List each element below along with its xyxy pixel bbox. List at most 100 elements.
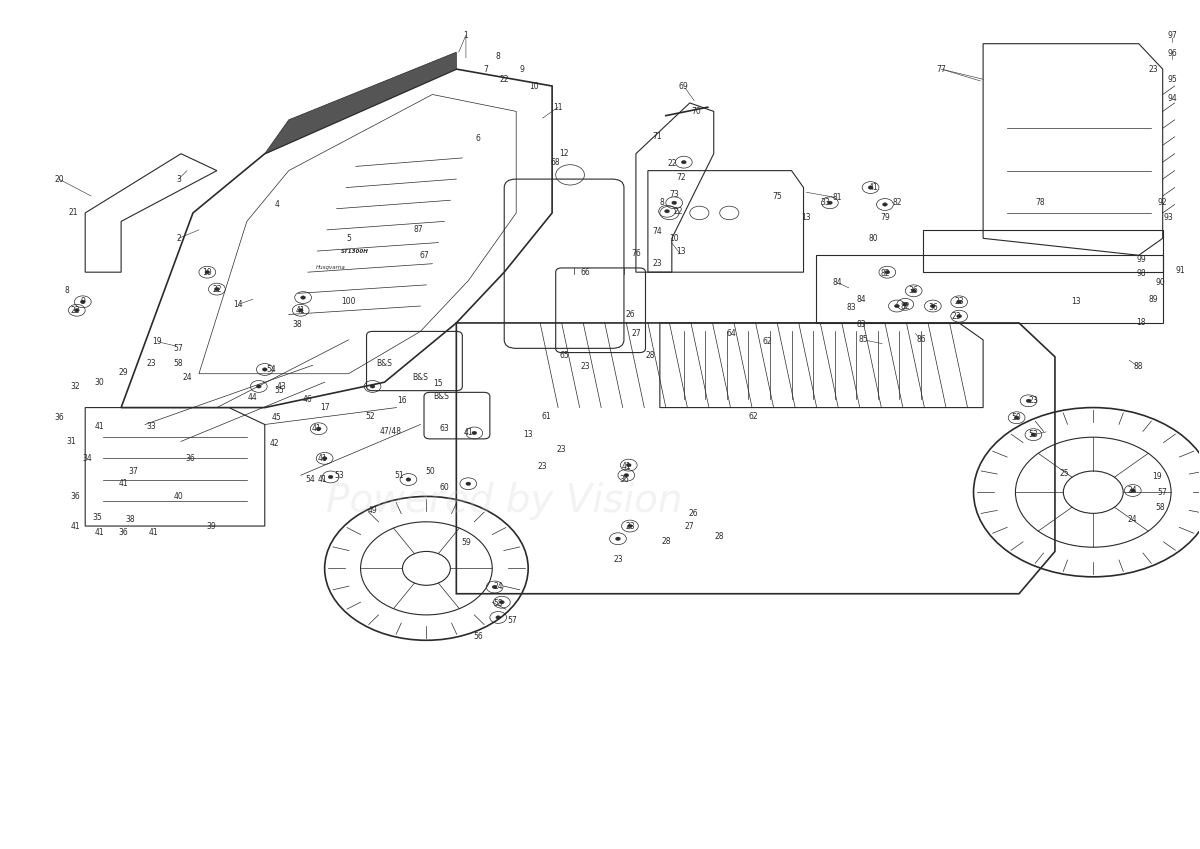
Text: 9: 9 — [520, 65, 524, 74]
Text: 73: 73 — [670, 190, 679, 199]
Text: Powered by Vision: Powered by Vision — [326, 481, 683, 520]
Text: 94: 94 — [1168, 94, 1177, 104]
Text: 22: 22 — [499, 75, 509, 84]
Text: 5: 5 — [346, 233, 352, 243]
Text: 10: 10 — [670, 233, 679, 243]
Text: 41: 41 — [71, 521, 80, 531]
Text: 62: 62 — [749, 412, 758, 420]
Text: 78: 78 — [1036, 199, 1045, 207]
Text: 52: 52 — [365, 412, 374, 420]
Text: 35: 35 — [92, 513, 102, 522]
Text: 41: 41 — [463, 429, 473, 437]
Polygon shape — [265, 52, 456, 154]
Circle shape — [624, 474, 629, 477]
Text: 1: 1 — [463, 31, 468, 40]
Text: B&S: B&S — [377, 359, 392, 368]
Text: 36: 36 — [186, 454, 196, 463]
Text: 90: 90 — [1156, 278, 1165, 287]
Text: 100: 100 — [341, 297, 356, 306]
Text: 30: 30 — [95, 378, 104, 386]
Text: 39: 39 — [206, 521, 216, 531]
Circle shape — [882, 203, 887, 206]
Text: 77: 77 — [936, 65, 946, 74]
Text: 82: 82 — [880, 269, 889, 278]
Text: 82: 82 — [892, 199, 901, 207]
Text: 23: 23 — [954, 297, 964, 306]
Circle shape — [205, 271, 210, 274]
Text: 43: 43 — [277, 382, 287, 391]
Circle shape — [894, 304, 899, 307]
Circle shape — [215, 288, 220, 291]
Text: 41: 41 — [318, 475, 328, 484]
Text: 92: 92 — [1158, 199, 1168, 207]
Circle shape — [665, 210, 670, 213]
Text: 75: 75 — [773, 192, 782, 200]
Text: 41: 41 — [622, 463, 631, 471]
Text: 33: 33 — [146, 422, 156, 430]
Text: 17: 17 — [320, 403, 330, 412]
Text: 56: 56 — [473, 632, 482, 640]
Text: 65: 65 — [559, 351, 569, 360]
Circle shape — [626, 464, 631, 467]
Text: 23: 23 — [653, 259, 662, 268]
Text: 58: 58 — [1156, 503, 1165, 512]
Text: 3: 3 — [176, 175, 181, 183]
Text: 19: 19 — [152, 337, 162, 346]
Text: 23: 23 — [538, 463, 547, 471]
Circle shape — [257, 385, 262, 388]
Text: 23: 23 — [613, 555, 623, 565]
Text: 38: 38 — [293, 320, 302, 329]
Text: 10: 10 — [203, 267, 212, 277]
Text: 8: 8 — [65, 286, 70, 295]
Text: 24: 24 — [1128, 514, 1138, 524]
Circle shape — [80, 300, 85, 303]
Text: 25: 25 — [1060, 469, 1069, 478]
Text: 89: 89 — [1148, 295, 1158, 304]
Text: 23: 23 — [625, 521, 635, 531]
Text: 95: 95 — [1168, 75, 1177, 84]
Circle shape — [370, 385, 374, 388]
Text: 13: 13 — [802, 213, 811, 222]
Circle shape — [74, 308, 79, 312]
Circle shape — [492, 585, 497, 588]
Circle shape — [911, 290, 916, 293]
Text: 66: 66 — [581, 267, 590, 277]
Text: 32: 32 — [71, 382, 80, 391]
Text: 87: 87 — [413, 225, 422, 234]
Text: 70: 70 — [691, 107, 701, 116]
Circle shape — [1130, 489, 1135, 492]
Text: 93: 93 — [1164, 213, 1174, 222]
Text: 46: 46 — [304, 395, 313, 403]
Text: 59: 59 — [461, 538, 470, 548]
Text: 41: 41 — [296, 306, 306, 315]
Text: 18: 18 — [1136, 318, 1146, 328]
Text: 45: 45 — [272, 413, 282, 422]
Text: 13: 13 — [523, 430, 533, 439]
Text: 10: 10 — [529, 82, 539, 91]
Text: 58: 58 — [493, 599, 503, 609]
Text: 38: 38 — [126, 514, 136, 524]
Text: 22: 22 — [667, 160, 677, 168]
Text: 57: 57 — [508, 616, 517, 626]
Text: 57: 57 — [1158, 487, 1168, 497]
Text: 24: 24 — [182, 374, 192, 382]
Text: 2: 2 — [176, 233, 181, 243]
Text: 41: 41 — [95, 422, 104, 430]
Text: 50: 50 — [425, 467, 434, 475]
Text: 36: 36 — [908, 286, 918, 295]
Text: 41: 41 — [149, 528, 158, 537]
Text: 80: 80 — [868, 233, 877, 243]
Text: 21: 21 — [68, 209, 78, 217]
Text: 72: 72 — [677, 173, 686, 182]
Text: 6: 6 — [475, 134, 480, 143]
Text: ST1300H: ST1300H — [341, 249, 368, 254]
Text: 57: 57 — [174, 344, 184, 353]
Text: 62: 62 — [763, 337, 773, 346]
Text: 23: 23 — [146, 359, 156, 368]
Circle shape — [1026, 399, 1031, 402]
Circle shape — [682, 160, 686, 164]
Text: 91: 91 — [1176, 266, 1186, 275]
Text: 26: 26 — [689, 509, 698, 518]
Text: 50: 50 — [1012, 413, 1021, 422]
Text: 99: 99 — [1136, 255, 1146, 264]
